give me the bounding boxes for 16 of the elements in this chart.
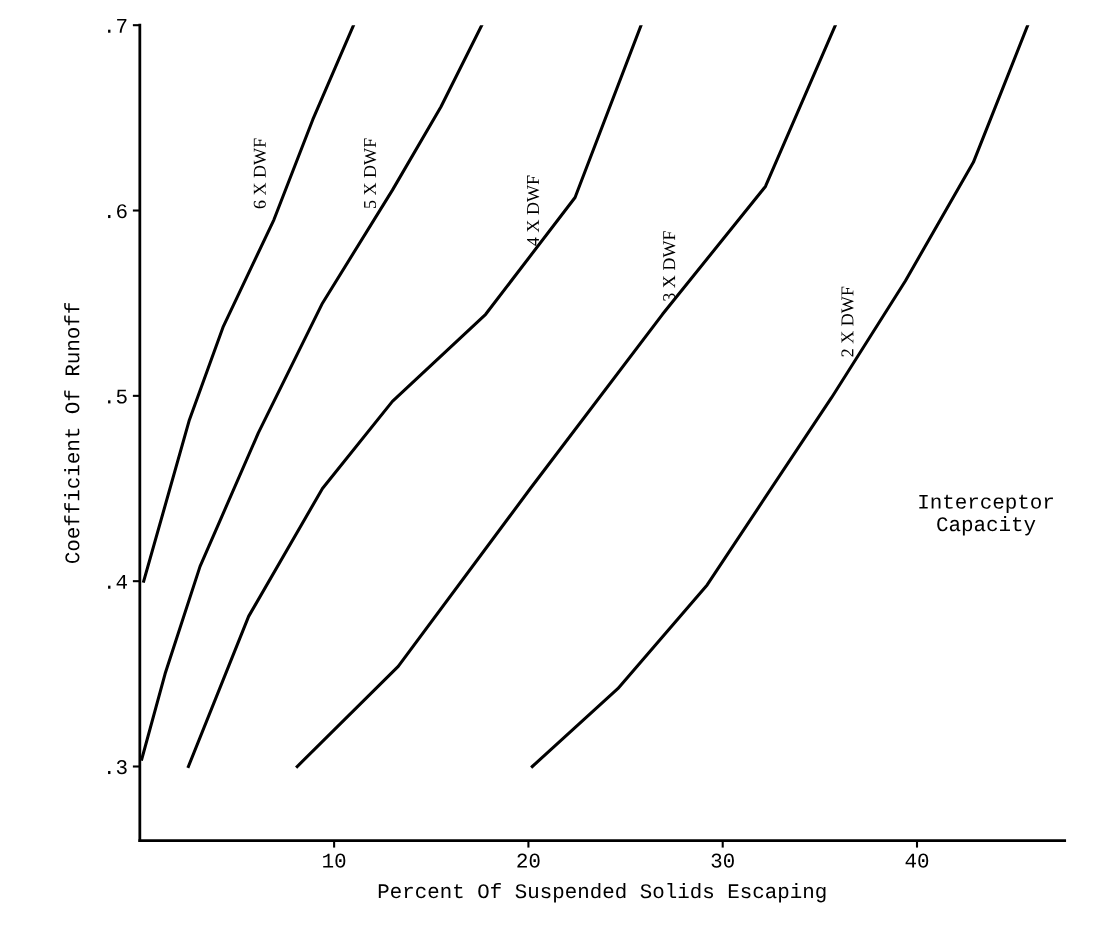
y-tick-label: .3	[108, 760, 127, 775]
text: 6 X DWF	[253, 138, 266, 209]
y-tick-label: .7	[108, 19, 127, 33]
text: 5 X DWF	[364, 138, 377, 209]
x-tick-label: 40	[905, 853, 929, 868]
x-tick-label: 30	[711, 853, 734, 868]
x-tick-label: 20	[517, 853, 540, 868]
y-tick-label: .6	[108, 204, 127, 219]
annotation: Interceptor Capacity	[919, 494, 1053, 536]
text: 2 X DWF	[841, 286, 854, 357]
y-axis-title: Coefficient Of Runoff	[64, 302, 80, 564]
x-axis-title: Percent Of Suspended Solids Escaping	[378, 882, 826, 903]
x-tick-label: 10	[323, 853, 346, 868]
y-tick-label: .5	[108, 389, 127, 404]
y-tick-label: .4	[108, 575, 127, 589]
text: 4 X DWF	[527, 175, 540, 246]
